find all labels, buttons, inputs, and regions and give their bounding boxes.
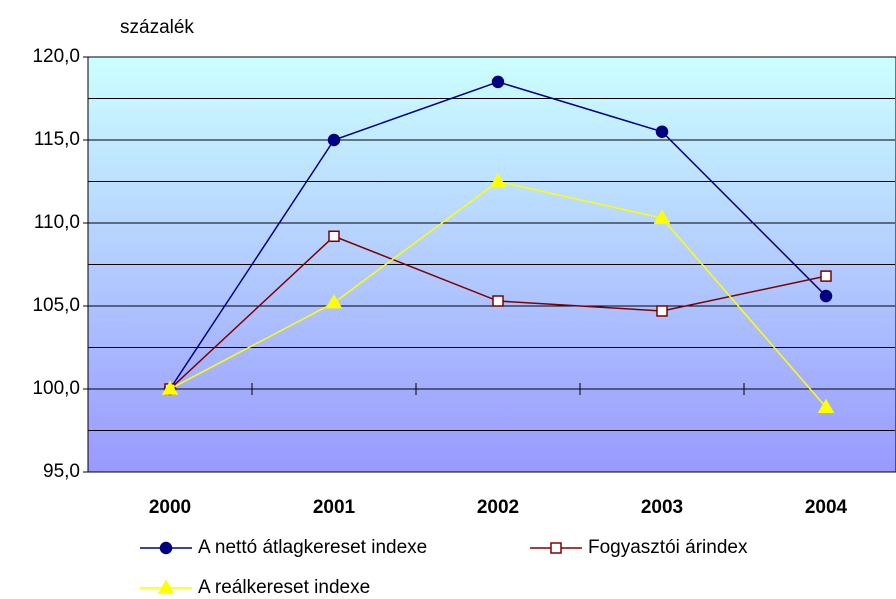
marker [327, 133, 341, 147]
marker [653, 209, 671, 224]
marker [157, 579, 175, 594]
marker [489, 173, 507, 188]
x-tick-label: 2003 [641, 497, 683, 518]
x-tick-label: 2000 [149, 497, 191, 518]
marker [817, 398, 835, 414]
marker [161, 380, 179, 395]
marker [656, 305, 668, 317]
marker [550, 542, 562, 554]
y-tick-label: 100,0 [32, 378, 80, 399]
marker [492, 295, 504, 307]
legend-label: Fogyasztói árindex [588, 537, 748, 558]
legend-label: A nettó átlagkereset indexe [198, 537, 427, 558]
marker [655, 125, 669, 138]
x-tick-label: 2002 [477, 497, 519, 518]
marker [328, 230, 340, 243]
marker [820, 270, 832, 282]
marker [819, 289, 833, 303]
y-axis-label: százalék [120, 17, 194, 38]
y-tick-label: 120,0 [32, 46, 80, 67]
y-tick-label: 110,0 [34, 212, 80, 233]
x-tick-label: 2001 [313, 497, 356, 518]
x-tick-label: 2004 [805, 497, 848, 518]
legend-label: A reálkereset indexe [198, 577, 370, 598]
y-tick-label: 95,0 [43, 461, 80, 482]
marker [325, 294, 343, 309]
marker [491, 75, 505, 89]
y-tick-label: 115,0 [34, 129, 80, 150]
y-tick-label: 105,0 [32, 295, 80, 316]
marker [159, 541, 173, 555]
